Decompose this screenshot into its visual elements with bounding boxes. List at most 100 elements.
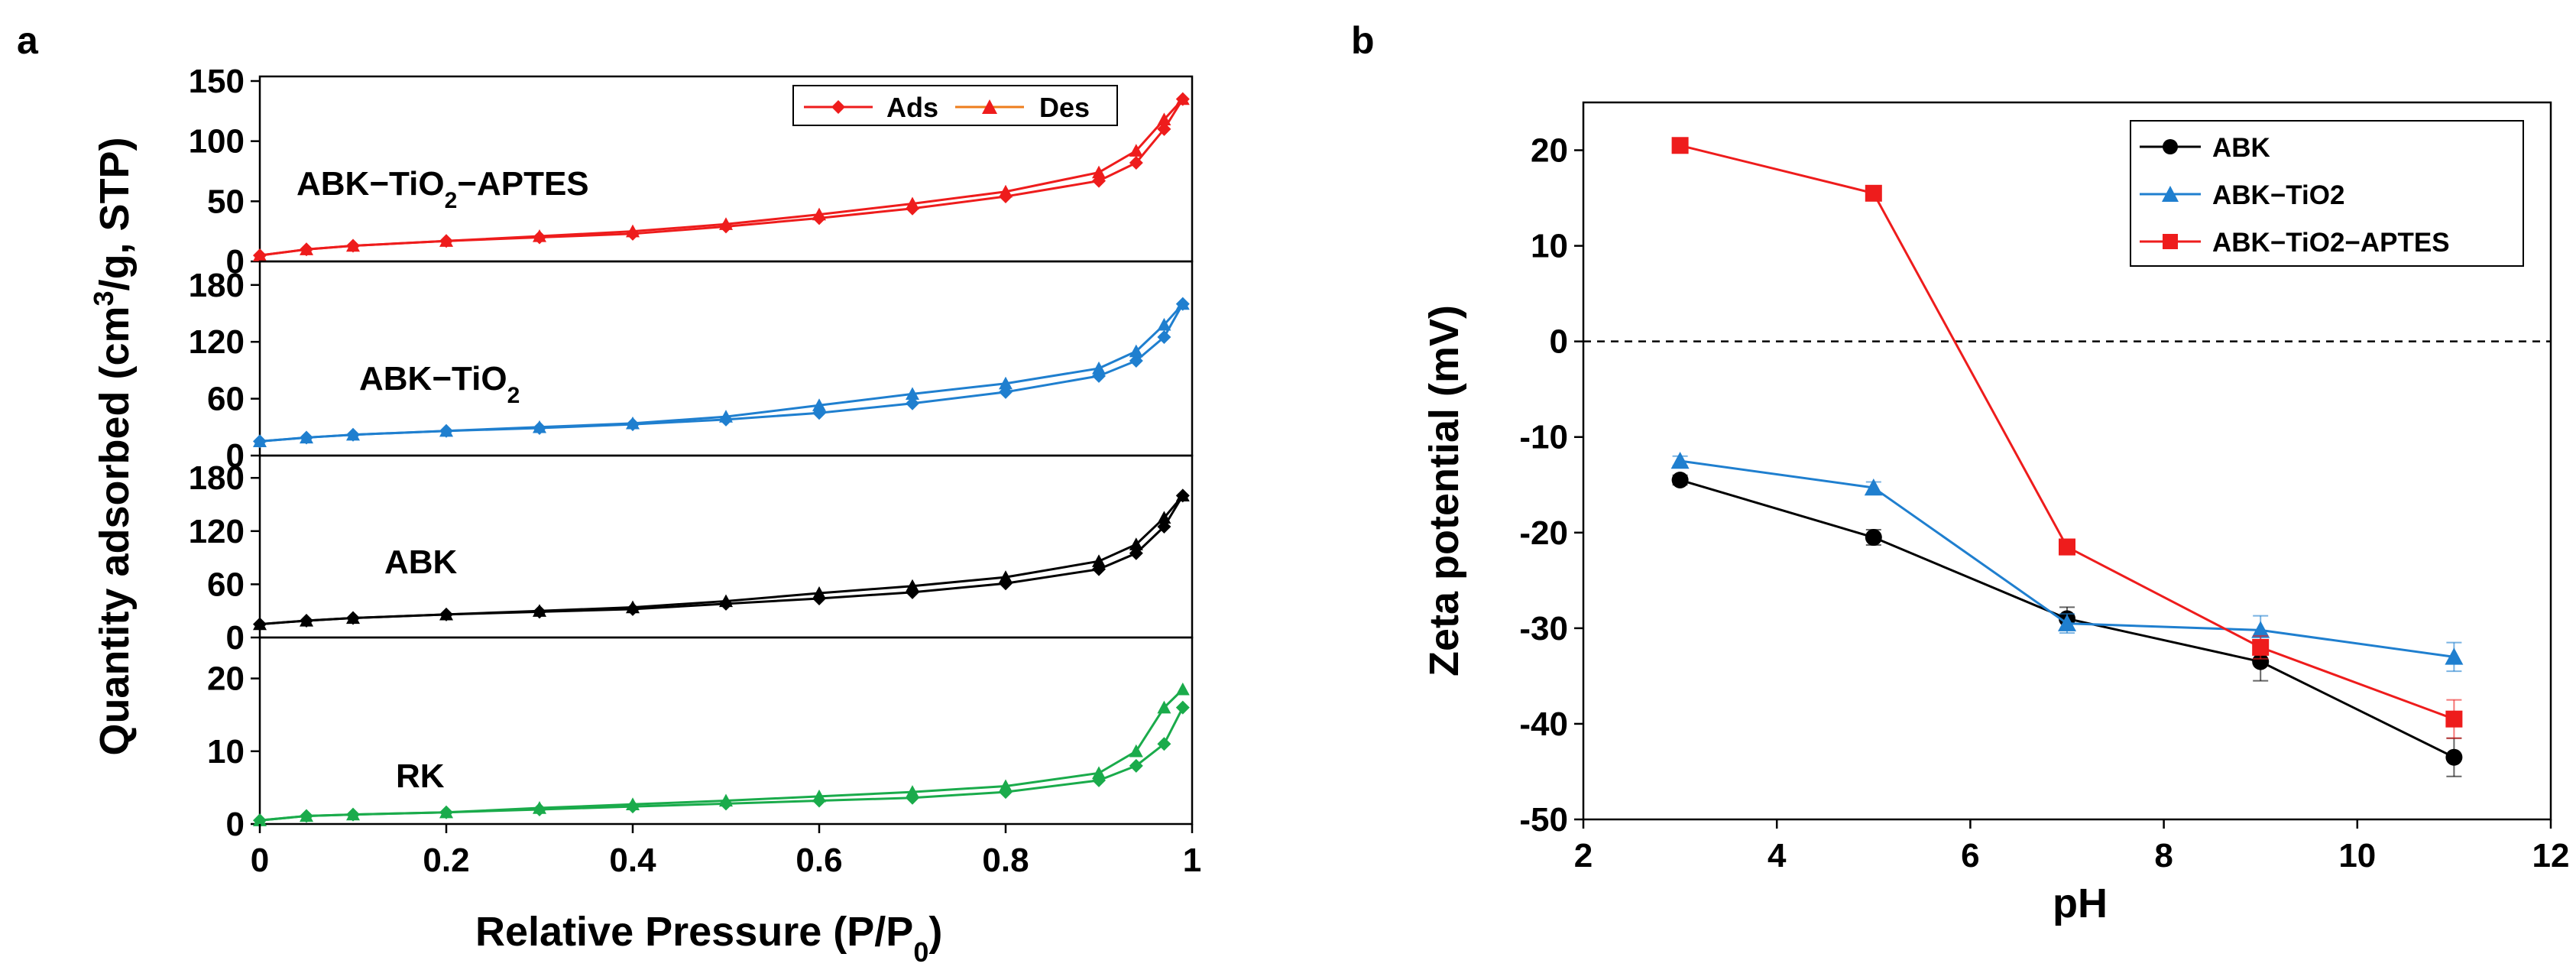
subplot-0-des-point (300, 242, 313, 255)
panel-b-zeta: 20 10 0 -10 -20 -30 -40 -502 4 6 8 10 12 ABK ABK−TiO… (1421, 101, 2569, 926)
subplot-2-des-point (1175, 488, 1190, 502)
series-0-point (1865, 529, 1882, 547)
legend-des-marker (982, 99, 997, 114)
subplot-0-des-point (533, 229, 546, 242)
subplot-1-ads-point (1129, 354, 1143, 368)
subplot-3-des-point (300, 809, 313, 822)
b-ytick-label-4: -20 (1519, 514, 1568, 552)
subplot-1-des-point (1129, 344, 1143, 358)
subplot-2-des-line (259, 495, 1184, 626)
subplot-0-des-point (626, 224, 640, 238)
b-ytick-label-6: -40 (1519, 706, 1568, 743)
b-ytick-label-1: 10 (1531, 228, 1568, 265)
subplot-1-des-point (906, 387, 919, 401)
y-axis-title-b: Zeta potential (mV) (1421, 305, 1467, 676)
legend-ads-marker (831, 100, 845, 114)
subplot-1-des-point (439, 423, 453, 437)
subplot-2-des-point (346, 611, 360, 624)
subplot-2-ytick-label-2: 120 (189, 513, 245, 550)
b-ytick-label-5: -30 (1519, 610, 1568, 647)
subplot-1-ytick-label-2: 120 (189, 323, 245, 361)
a-xtick-label-0: 0 (251, 842, 269, 879)
sample-label-abk-tio2-aptes: ABK−TiO2−APTES (296, 165, 589, 213)
subplot-2-des-point (906, 579, 919, 592)
series-1-point (1670, 452, 1690, 469)
subplot-0-des-point (439, 234, 453, 247)
subplot-1-des-point (346, 427, 360, 441)
subplot-1-ytick-label-0: 0 (226, 437, 245, 475)
b-ytick-label-0: 20 (1531, 132, 1568, 170)
subplot-3-des-point (626, 797, 640, 810)
b-xtick-label-3: 8 (2154, 837, 2173, 874)
subplot-1-des-point (1175, 297, 1190, 310)
subplot-2-des-point (1157, 511, 1171, 524)
subplot-2-des-point (533, 604, 546, 617)
subplot-0-ads-point (1157, 122, 1171, 136)
sample-label-abk: ABK (384, 543, 458, 581)
x-axis-title-b: pH (2053, 881, 2108, 926)
subplot-2-des-point (1129, 537, 1143, 550)
panel-label-b: b (1351, 19, 1375, 62)
b-xtick-label-0: 2 (1574, 837, 1593, 874)
subplot-0-ytick-label-1: 50 (207, 183, 245, 220)
subplot-1-des-point (719, 410, 733, 423)
b-xtick-label-2: 6 (1961, 837, 1979, 874)
subplot-2-ytick-label-0: 0 (226, 619, 245, 657)
series-2-point (1671, 137, 1689, 154)
subplot-2-des-point (1092, 554, 1106, 567)
subplot-3-ads-point (1129, 758, 1143, 773)
series-1-point (2251, 621, 2270, 638)
legend-abk-label: ABK (2212, 133, 2270, 163)
b-xtick-label-4: 10 (2338, 837, 2376, 874)
subplot-3-ytick-label-1: 10 (207, 733, 245, 770)
subplot-0-des-point (719, 217, 733, 230)
subplot-2-des-point (812, 586, 826, 599)
subplot-3-des-point (1129, 744, 1143, 758)
series-1-point (1864, 479, 1883, 496)
subplot-0-des-point (1157, 112, 1171, 125)
legend-abk-tio2-aptes-marker (2163, 234, 2178, 249)
series-1-point (2058, 614, 2076, 631)
subplot-0-ads-point (1129, 155, 1143, 170)
subplot-3-ads-point (1175, 700, 1190, 715)
a-xtick-label-3: 0.6 (795, 842, 842, 879)
legend-ads-label: Ads (886, 92, 938, 123)
subplot-0-des-point (812, 207, 826, 221)
subplot-3-des-point (533, 801, 546, 814)
subplot-1-des-point (1092, 361, 1106, 375)
panel-b-plot-area: 20 10 0 -10 -20 -30 -40 -502 4 6 8 10 12 (1519, 101, 2569, 874)
subplot-0-des-point (253, 248, 267, 261)
legend-abk-tio2-aptes-label: ABK−TiO2−APTES (2212, 228, 2450, 258)
subplot-0-des-point (906, 196, 919, 210)
subplot-2-des-point (719, 594, 733, 608)
series-2-point (2445, 710, 2463, 728)
subplot-3-des-line (259, 688, 1184, 822)
subplot-0-des-point (1092, 165, 1106, 179)
subplot-0-des-point (1175, 92, 1190, 105)
subplot-1-des-point (999, 376, 1013, 390)
subplot-0-ytick-label-0: 0 (226, 243, 245, 281)
legend-a-box (792, 85, 1118, 126)
subplot-3-des-point (719, 793, 733, 807)
x-axis-title-a: Relative Pressure (P/P0) (475, 909, 942, 968)
series-0-point (2445, 748, 2463, 766)
series-0-point (2252, 653, 2270, 670)
a-xtick-label-2: 0.4 (609, 842, 656, 879)
subplot-3-des-point (812, 789, 826, 803)
subplot-2-ytick-label-3: 180 (189, 459, 245, 497)
subplot-1-ytick-label-1: 60 (207, 381, 245, 418)
subplot-2-des-point (439, 607, 453, 621)
series-0-point (1671, 472, 1689, 489)
series-2-point (2059, 538, 2075, 556)
subplot-3-des-point (346, 807, 360, 821)
sample-label-abk-tio2: ABK−TiO2 (359, 360, 520, 408)
b-ytick-label-7: -50 (1519, 801, 1568, 839)
subplot-1-des-point (812, 398, 826, 411)
panel-label-a: a (17, 19, 39, 62)
subplot-1-des-point (253, 434, 267, 448)
subplot-3-des-point (1092, 766, 1106, 780)
subplot-0-ytick-label-3: 150 (189, 63, 245, 100)
